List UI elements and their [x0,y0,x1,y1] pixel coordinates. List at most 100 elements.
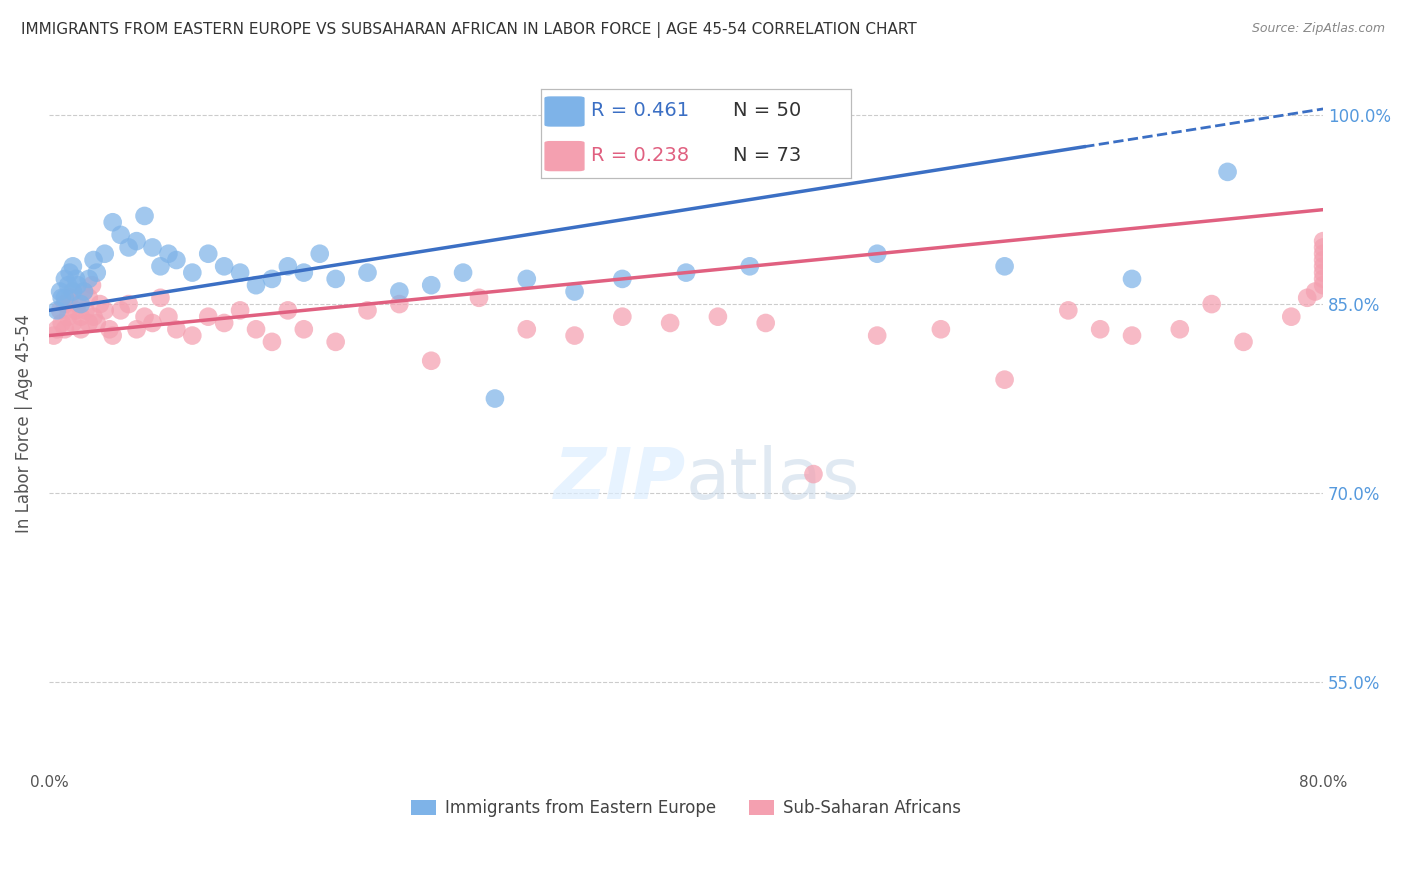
Text: Source: ZipAtlas.com: Source: ZipAtlas.com [1251,22,1385,36]
Point [69,310,91,324]
Point [1201,297,1223,311]
Point [65,272,87,286]
Point [49,285,72,299]
Point [1312,266,1334,280]
Point [260,272,283,286]
Point [388,297,411,311]
Text: R = 0.238: R = 0.238 [591,145,689,165]
Point [1303,285,1326,299]
Point [62,260,84,274]
Point [117,297,139,311]
Point [356,266,378,280]
Point [89,297,111,311]
Point [212,260,235,274]
Point [420,353,443,368]
Point [277,303,299,318]
Point [325,272,347,286]
Point [484,392,506,406]
Point [707,310,730,324]
Point [45,303,67,318]
Point [1312,253,1334,268]
Point [1312,260,1334,274]
Point [141,316,163,330]
Point [51,291,73,305]
Point [149,260,172,274]
Point [149,291,172,305]
Point [1312,240,1334,254]
Point [356,303,378,318]
Point [101,215,124,229]
Point [197,246,219,260]
Point [59,291,82,305]
Point [65,303,87,318]
Point [1216,165,1239,179]
Point [83,310,105,324]
Point [93,246,115,260]
Point [56,310,79,324]
Point [738,260,761,274]
Legend: Immigrants from Eastern Europe, Sub-Saharan Africans: Immigrants from Eastern Europe, Sub-Saha… [405,793,967,824]
Point [1296,291,1319,305]
Text: atlas: atlas [686,444,860,514]
Point [49,303,72,318]
Point [62,285,84,299]
Point [516,322,538,336]
Point [93,303,115,318]
Text: R = 0.461: R = 0.461 [591,101,689,120]
Point [1232,334,1254,349]
Point [292,266,315,280]
Point [994,260,1017,274]
Point [125,234,148,248]
Point [86,266,108,280]
Point [420,278,443,293]
Text: ZIP: ZIP [554,444,686,514]
Point [80,278,103,293]
Point [260,334,283,349]
Point [229,303,252,318]
Point [994,373,1017,387]
Text: N = 50: N = 50 [733,101,801,120]
Point [157,310,180,324]
Point [51,316,73,330]
Point [612,272,634,286]
Point [73,285,96,299]
Point [245,322,267,336]
Point [468,291,491,305]
Point [53,272,76,286]
Point [1312,278,1334,293]
Point [73,285,96,299]
Point [1121,272,1143,286]
Point [86,316,108,330]
Point [1312,234,1334,248]
Point [42,328,65,343]
Point [866,328,889,343]
Point [59,266,82,280]
Point [110,227,132,242]
Point [866,246,889,260]
Point [56,278,79,293]
Point [292,322,315,336]
Point [1312,272,1334,286]
Point [53,322,76,336]
Point [53,297,76,311]
Point [77,291,100,305]
Point [197,310,219,324]
Point [212,316,235,330]
Point [308,246,330,260]
Point [245,278,267,293]
Point [803,467,825,481]
Text: IMMIGRANTS FROM EASTERN EUROPE VS SUBSAHARAN AFRICAN IN LABOR FORCE | AGE 45-54 : IMMIGRANTS FROM EASTERN EUROPE VS SUBSAH… [21,22,917,38]
Point [157,246,180,260]
Point [1057,303,1080,318]
Point [77,272,100,286]
Point [755,316,778,330]
Point [77,316,100,330]
FancyBboxPatch shape [544,96,585,127]
Point [66,278,89,293]
Point [101,328,124,343]
Point [69,297,91,311]
Point [675,266,697,280]
Point [110,303,132,318]
Point [1121,328,1143,343]
Point [53,291,76,305]
